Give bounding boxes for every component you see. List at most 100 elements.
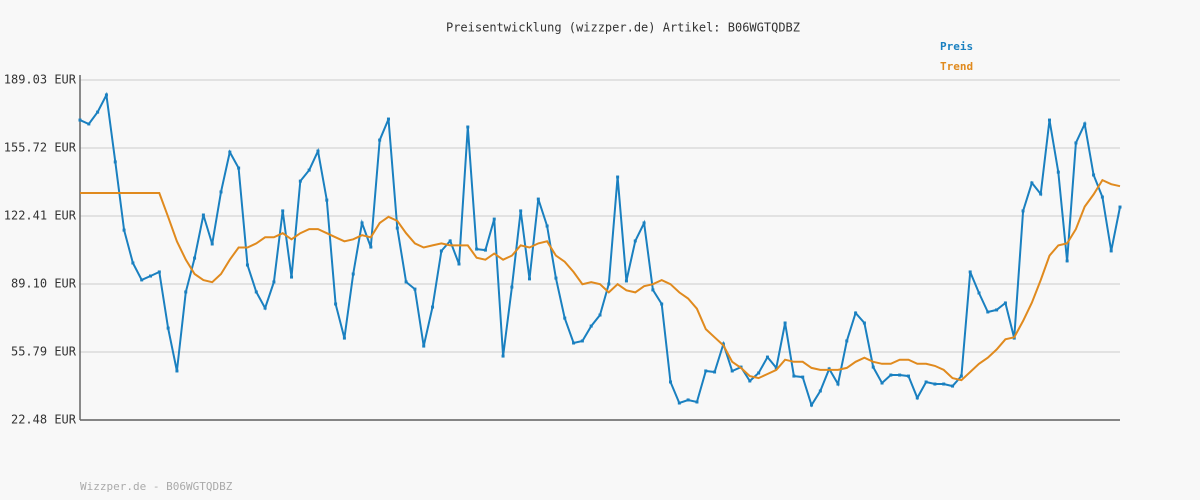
marker	[439, 249, 443, 253]
marker	[862, 321, 866, 325]
marker	[193, 256, 197, 260]
marker	[986, 310, 990, 314]
marker	[510, 285, 514, 289]
marker	[977, 291, 981, 295]
y-tick-label: 55.79 EUR	[11, 345, 77, 359]
marker	[1047, 118, 1051, 122]
marker	[386, 117, 390, 121]
marker	[1003, 301, 1007, 305]
y-tick-label: 89.10 EUR	[11, 277, 77, 291]
marker	[307, 168, 311, 172]
marker	[104, 93, 108, 97]
marker	[1056, 170, 1060, 174]
marker	[783, 321, 787, 325]
marker	[157, 270, 161, 274]
marker	[924, 380, 928, 384]
marker	[166, 326, 170, 330]
legend-label: Preis	[940, 40, 973, 53]
marker	[959, 374, 963, 378]
chart-title: Preisentwicklung (wizzper.de) Artikel: B…	[446, 21, 800, 35]
marker	[660, 302, 664, 306]
marker	[457, 262, 461, 266]
marker	[175, 369, 179, 373]
marker	[201, 213, 205, 217]
marker	[880, 381, 884, 385]
marker	[1083, 122, 1087, 126]
marker	[686, 398, 690, 402]
marker	[413, 287, 417, 291]
marker	[1118, 205, 1122, 209]
marker	[122, 228, 126, 232]
marker	[228, 150, 232, 154]
marker	[219, 190, 223, 194]
y-tick-label: 155.72 EUR	[4, 141, 77, 155]
line-trend	[80, 178, 1121, 382]
marker	[519, 209, 523, 213]
marker	[290, 275, 294, 279]
marker	[695, 400, 699, 404]
marker	[272, 280, 276, 284]
marker	[545, 224, 549, 228]
marker	[527, 277, 531, 281]
marker	[475, 247, 479, 251]
marker	[245, 263, 249, 267]
marker	[325, 198, 329, 202]
marker	[96, 110, 100, 114]
marker	[889, 373, 893, 377]
marker	[757, 371, 761, 375]
marker	[836, 382, 840, 386]
marker	[1030, 181, 1034, 185]
marker	[730, 369, 734, 373]
marker	[254, 290, 258, 294]
marker	[554, 276, 558, 280]
marker	[536, 197, 540, 201]
marker	[1074, 141, 1078, 145]
footer: Wizzper.de - B06WGTQDBZ	[80, 480, 233, 493]
marker	[818, 389, 822, 393]
marker	[642, 221, 646, 225]
marker	[1039, 192, 1043, 196]
marker	[580, 339, 584, 343]
marker	[422, 344, 426, 348]
marker	[263, 306, 267, 310]
marker	[378, 138, 382, 142]
marker	[1021, 209, 1025, 213]
y-tick-label: 22.48 EUR	[11, 413, 77, 427]
marker	[395, 226, 399, 230]
marker	[748, 379, 752, 383]
marker	[616, 175, 620, 179]
marker	[210, 242, 214, 246]
marker	[854, 311, 858, 315]
marker	[651, 288, 655, 292]
marker	[801, 375, 805, 379]
marker	[669, 380, 673, 384]
legend-label: Trend	[940, 60, 973, 73]
y-tick-label: 189.03 EUR	[4, 73, 77, 87]
marker	[792, 374, 796, 378]
marker	[906, 374, 910, 378]
marker	[483, 248, 487, 252]
marker	[334, 302, 338, 306]
marker	[607, 282, 611, 286]
marker	[431, 305, 435, 309]
marker	[1109, 249, 1113, 253]
marker	[704, 369, 708, 373]
marker	[113, 160, 117, 164]
marker	[342, 336, 346, 340]
marker	[995, 308, 999, 312]
marker	[149, 274, 153, 278]
marker	[572, 341, 576, 345]
marker	[448, 239, 452, 243]
marker	[765, 355, 769, 359]
marker	[598, 313, 602, 317]
marker	[316, 149, 320, 153]
marker	[492, 217, 496, 221]
marker	[915, 396, 919, 400]
marker	[237, 166, 241, 170]
marker	[563, 316, 567, 320]
marker	[810, 403, 814, 407]
marker	[281, 209, 285, 213]
marker	[501, 354, 505, 358]
